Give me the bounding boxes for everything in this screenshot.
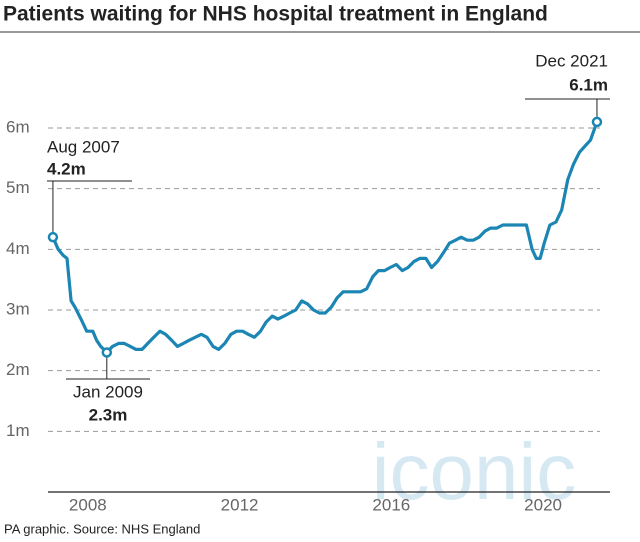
source: PA graphic. Source: NHS England bbox=[4, 521, 200, 536]
x-tick-label: 2016 bbox=[372, 495, 410, 514]
y-tick-label: 1m bbox=[6, 421, 30, 440]
y-tick-label: 3m bbox=[6, 299, 30, 318]
annotation-value: 2.3m bbox=[89, 405, 128, 424]
point-marker bbox=[591, 116, 603, 128]
line bbox=[51, 121, 599, 355]
x-tick-label: 2020 bbox=[524, 495, 562, 514]
annotation-date: Dec 2021 bbox=[535, 51, 608, 70]
y-tick-label: 5m bbox=[6, 178, 30, 197]
annotation-date: Jan 2009 bbox=[73, 382, 143, 401]
x-tick-label: 2012 bbox=[221, 495, 259, 514]
point-marker bbox=[101, 347, 113, 358]
y-tick-label: 4m bbox=[6, 239, 30, 258]
y-tick-label: 2m bbox=[6, 360, 30, 379]
x-tick-label: 2008 bbox=[69, 495, 107, 514]
annotation-value: 4.2m bbox=[47, 159, 86, 178]
annotation-date: Aug 2007 bbox=[47, 137, 120, 156]
watermark: iconic bbox=[372, 427, 577, 516]
point-marker bbox=[47, 231, 59, 243]
chart-title: Patients waiting for NHS hospital treatm… bbox=[3, 3, 548, 26]
annotation-value: 6.1m bbox=[569, 75, 608, 94]
y-tick-label: 6m bbox=[6, 117, 30, 136]
